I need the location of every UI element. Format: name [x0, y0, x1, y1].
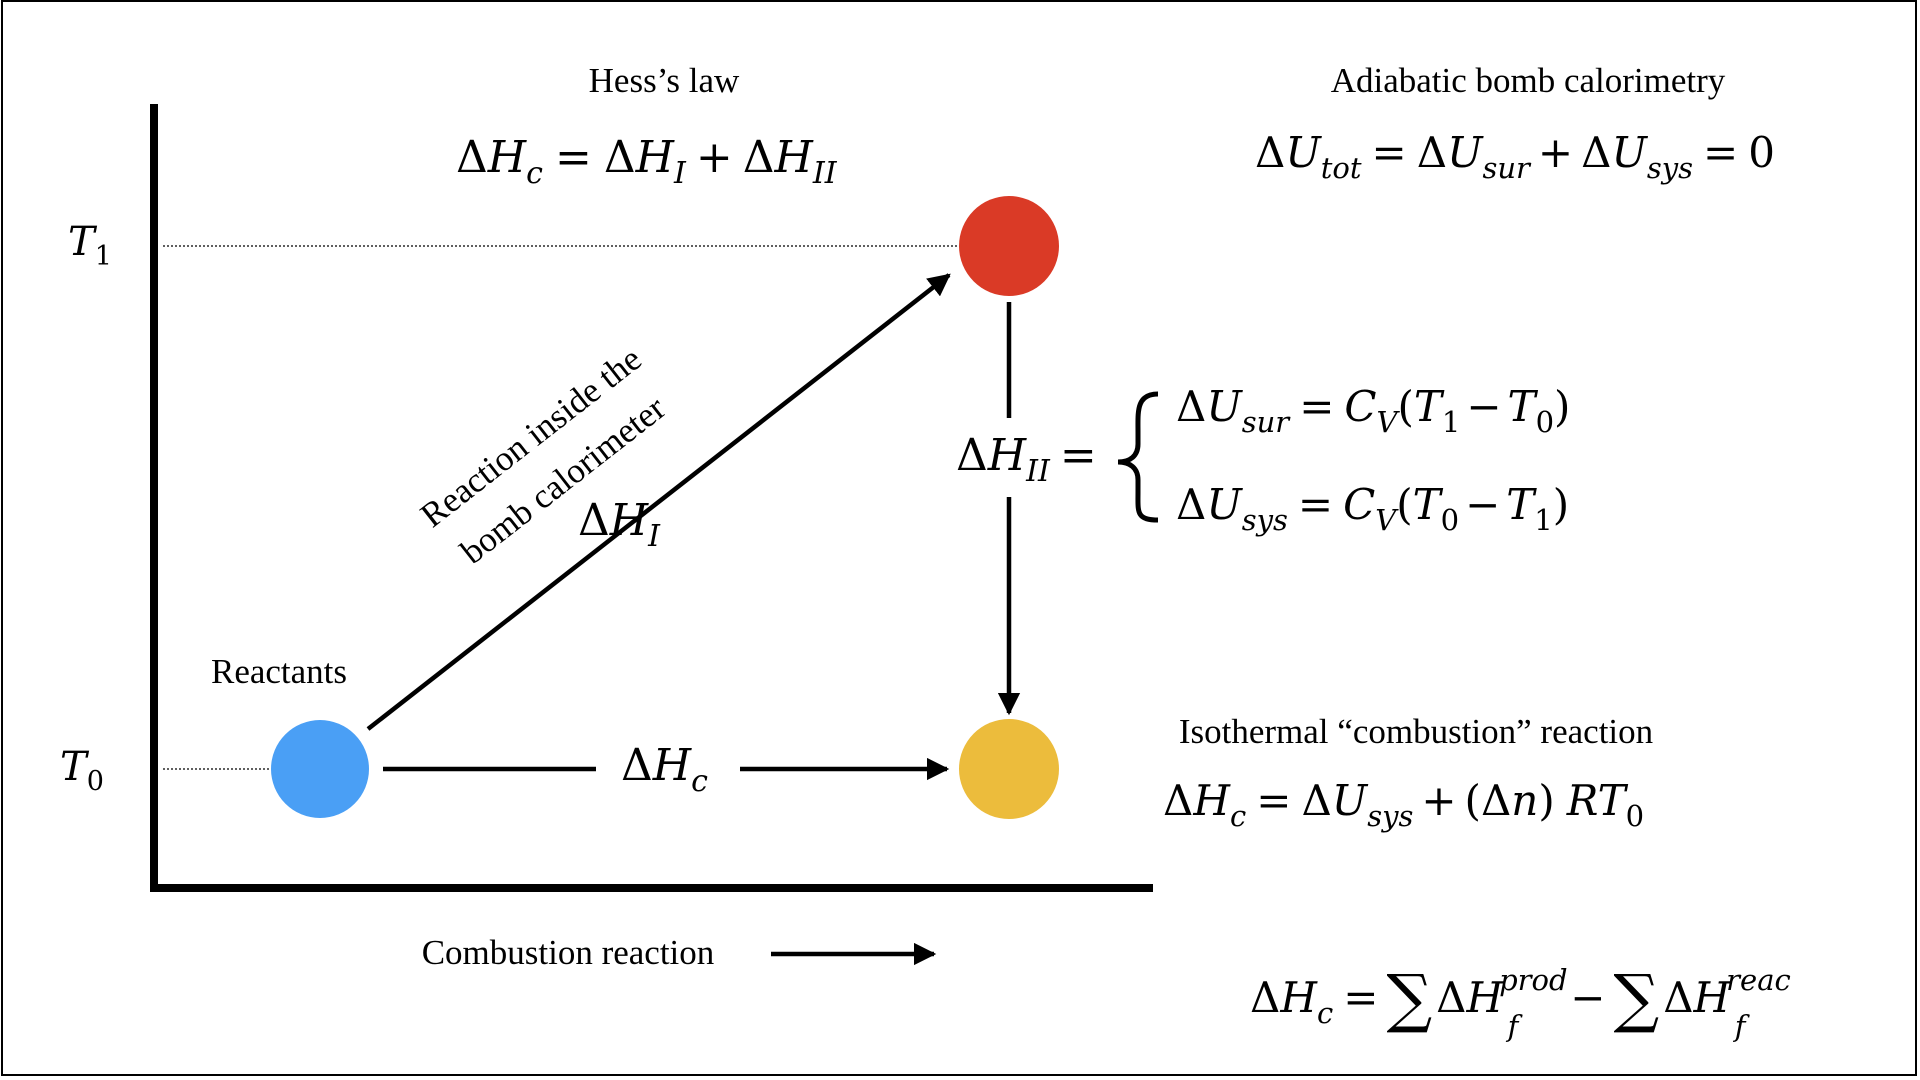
reactants-label: Reactants — [211, 652, 347, 691]
delta-h-i-label: ΔHI — [578, 495, 661, 554]
isothermal-reaction-title: Isothermal “combustion” reaction — [1179, 712, 1653, 751]
delta-u-sys-equation: ΔUsys = CV(T0− T1) — [1176, 480, 1569, 537]
intermediate-state-circle — [959, 196, 1059, 296]
hess-law-title: Hess’s law — [589, 61, 740, 100]
delta-h-ii-label: ΔHII = — [956, 430, 1097, 489]
delta-h-c-label: ΔHc — [621, 740, 708, 799]
products-circle — [959, 719, 1059, 819]
delta-h-i-arrow — [366, 273, 951, 731]
hess-law-equation: ΔHc = ΔHI + ΔHII — [456, 132, 838, 191]
bomb-calorimetry-title: Adiabatic bomb calorimetry — [1331, 61, 1726, 100]
isothermal-enthalpy-equation: ΔHc = ΔUsys + (Δn) RT0 — [1163, 776, 1644, 833]
formation-enthalpy-equation: ΔHc = ∑ΔHprod f− ∑ΔHreac f — [1250, 962, 1791, 1043]
bomb-energy-balance-equation: ΔUtot = ΔUsur + ΔUsys = 0 — [1255, 128, 1775, 185]
t1-axis-label: T1 — [68, 219, 112, 272]
reactants-circle — [271, 720, 369, 818]
curly-brace — [1117, 391, 1159, 523]
t0-axis-label: T0 — [60, 744, 104, 797]
x-axis-label: Combustion reaction — [422, 933, 715, 972]
delta-u-sur-equation: ΔUsur = CV(T1− T0) — [1176, 382, 1570, 439]
